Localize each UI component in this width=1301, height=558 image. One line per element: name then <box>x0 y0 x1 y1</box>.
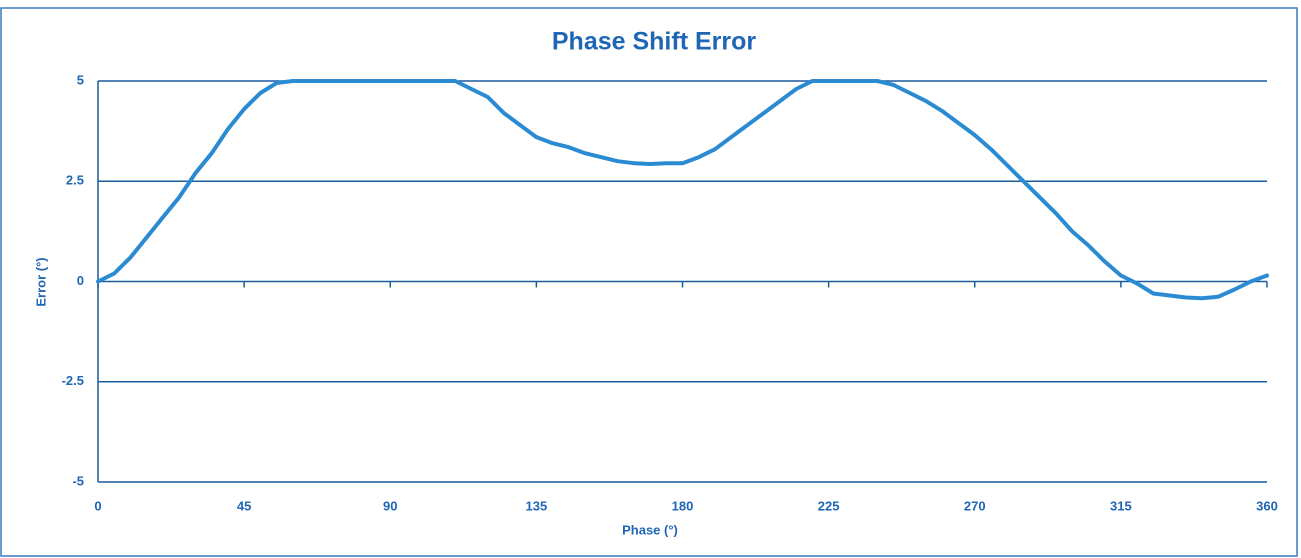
y-tick-label: 0 <box>77 273 84 288</box>
y-axis-label: Error (°) <box>33 257 48 306</box>
chart-title: Phase Shift Error <box>552 28 756 56</box>
x-tick-label: 0 <box>94 498 101 513</box>
x-tick-label: 135 <box>526 498 548 513</box>
x-tick-label: 270 <box>964 498 986 513</box>
y-tick-label: 5 <box>77 72 84 87</box>
x-tick-label: 315 <box>1110 498 1132 513</box>
y-tick-label: -5 <box>72 473 84 488</box>
x-tick-label: 45 <box>237 498 251 513</box>
x-tick-label: 180 <box>672 498 694 513</box>
y-tick-label: 2.5 <box>66 173 84 188</box>
x-tick-label: 225 <box>818 498 840 513</box>
x-tick-label: 360 <box>1256 498 1278 513</box>
x-axis-label: Phase (°) <box>622 522 678 537</box>
y-tick-label: -2.5 <box>62 373 84 388</box>
data-line <box>96 79 1269 301</box>
x-tick-label: 90 <box>383 498 397 513</box>
